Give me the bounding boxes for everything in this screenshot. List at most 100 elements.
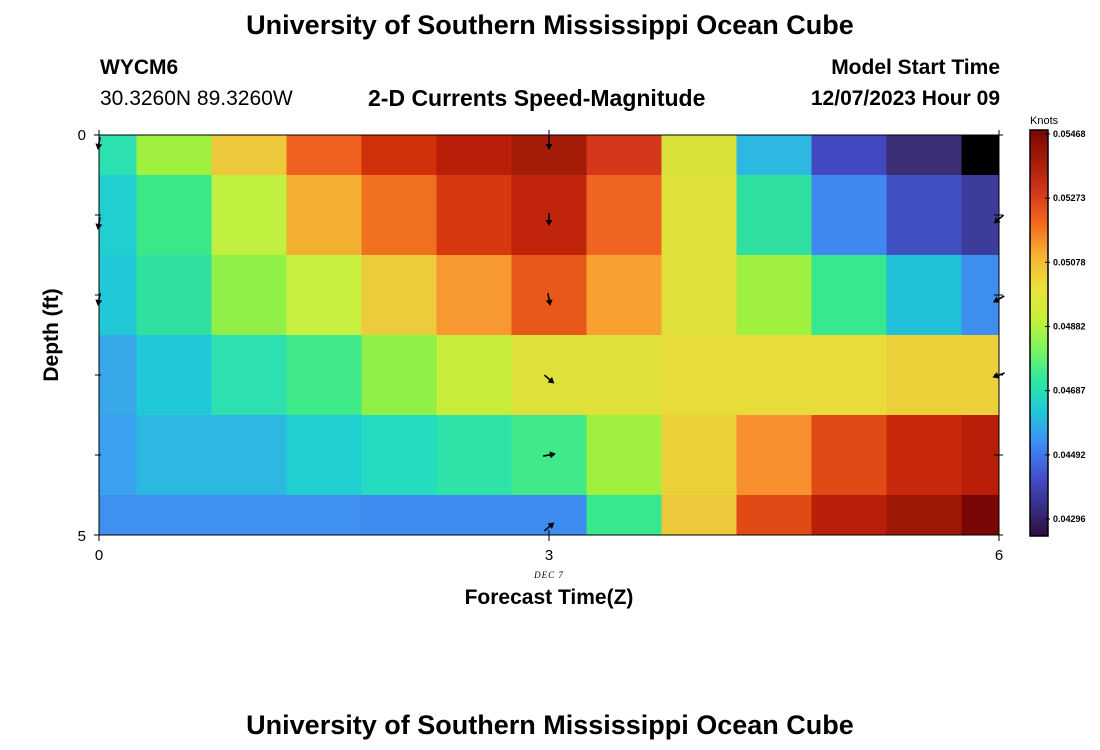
heatmap-cell <box>736 495 812 536</box>
heatmap-cell <box>99 135 137 176</box>
heatmap-cell <box>586 135 662 176</box>
heatmap-cell <box>961 255 1000 336</box>
current-vector <box>992 295 1005 303</box>
heatmap-cell <box>661 255 737 336</box>
heatmap-cell <box>811 335 887 416</box>
heatmap-cell <box>811 415 887 496</box>
colorbar-tick-label: 0.04492 <box>1053 450 1086 460</box>
y-axis-title: Depth (ft) <box>40 288 63 381</box>
heatmap-cell <box>286 415 362 496</box>
heatmap-cell <box>811 495 887 536</box>
heatmap-cell <box>811 255 887 336</box>
heatmap-cell <box>136 335 212 416</box>
heatmap-cell <box>436 135 512 176</box>
x-axis-title: Forecast Time(Z) <box>465 586 634 609</box>
heatmap-cell <box>436 415 512 496</box>
model-start-label: Model Start Time <box>831 56 1000 79</box>
chart-subtitle: 2-D Currents Speed-Magnitude <box>368 85 706 111</box>
heatmap-cell <box>811 175 887 256</box>
heatmap-cell <box>436 335 512 416</box>
x-tick-label: 0 <box>95 547 103 564</box>
current-vector <box>543 522 555 532</box>
heatmap-cell <box>511 495 587 536</box>
colorbar-tick-label: 0.04687 <box>1053 386 1086 396</box>
heatmap-cell <box>886 495 962 536</box>
heatmap-cell <box>136 495 212 536</box>
heatmap-cell <box>136 255 212 336</box>
heatmap-cell <box>436 495 512 536</box>
heatmap-cell <box>886 175 962 256</box>
colorbar-tick-label: 0.04296 <box>1053 514 1086 524</box>
heatmap-cell <box>211 135 287 176</box>
heatmap-cell <box>99 335 137 416</box>
heatmap-cell <box>99 415 137 496</box>
heatmap-cell <box>361 415 437 496</box>
x-tick-label: 6 <box>995 547 1003 564</box>
heatmap-cell <box>286 335 362 416</box>
heatmap-cell <box>661 415 737 496</box>
heatmap-cell <box>586 175 662 256</box>
heatmap-cell <box>99 255 137 336</box>
heatmap-cell <box>211 415 287 496</box>
heatmap-cell <box>961 135 1000 176</box>
heatmap-cell <box>361 175 437 256</box>
heatmap-cell <box>586 255 662 336</box>
footer-title: University of Southern Mississippi Ocean… <box>246 710 854 740</box>
page-title: University of Southern Mississippi Ocean… <box>246 10 854 40</box>
heatmap-cell <box>736 255 812 336</box>
heatmap-cell <box>886 335 962 416</box>
heatmap-cell <box>436 175 512 256</box>
x-tick-label: 3 <box>545 547 553 564</box>
heatmap-cell <box>961 175 1000 256</box>
colorbar-ticks: 0.05468 0.05273 0.05078 0.04882 0.04687 0.044… <box>1045 129 1086 524</box>
heatmap-cell <box>736 415 812 496</box>
colorbar-tick-label: 0.05078 <box>1053 257 1086 267</box>
current-vector <box>545 213 553 226</box>
heatmap-cell <box>736 175 812 256</box>
heatmap-cell <box>211 255 287 336</box>
heatmap-cell <box>436 255 512 336</box>
x-date-label: DEC 7 <box>533 570 564 580</box>
heatmap-cell <box>286 135 362 176</box>
model-start-value: 12/07/2023 Hour 09 <box>810 87 1000 110</box>
heatmap-cell <box>961 335 1000 416</box>
current-vector <box>545 292 553 306</box>
heatmap-cell <box>661 175 737 256</box>
heatmap-cell <box>211 495 287 536</box>
station-coords: 30.3260N 89.3260W <box>100 87 293 110</box>
colorbar <box>1029 129 1049 537</box>
heatmap-cell <box>511 255 587 336</box>
heatmap-cell <box>586 415 662 496</box>
heatmap-cell <box>211 175 287 256</box>
heatmap-cells <box>99 135 1000 536</box>
heatmap-cell <box>961 495 1000 536</box>
heatmap-cell <box>361 135 437 176</box>
heatmap-cell <box>99 495 137 536</box>
heatmap-cell <box>886 255 962 336</box>
current-vector <box>543 374 555 384</box>
heatmap-cell <box>361 335 437 416</box>
heatmap-cell <box>811 135 887 176</box>
station-id: WYCM6 <box>100 56 179 79</box>
heatmap-cell <box>136 135 212 176</box>
heatmap-cell <box>736 135 812 176</box>
heatmap-cell <box>211 335 287 416</box>
heatmap-cell <box>286 495 362 536</box>
colorbar-tick-label: 0.05273 <box>1053 193 1086 203</box>
heatmap-cell <box>661 495 737 536</box>
y-tick-label: 0 <box>78 127 86 144</box>
heatmap-cell <box>961 415 1000 496</box>
heatmap-cell <box>661 335 737 416</box>
heatmap-cell <box>586 335 662 416</box>
heatmap-cell <box>886 135 962 176</box>
heatmap-cell <box>136 175 212 256</box>
y-tick-label: 5 <box>78 528 86 545</box>
heatmap-cell <box>361 255 437 336</box>
heatmap-cell <box>99 175 137 256</box>
colorbar-tick-label: 0.04882 <box>1053 322 1086 332</box>
heatmap-cell <box>886 415 962 496</box>
heatmap-cell <box>286 175 362 256</box>
heatmap-cell <box>661 135 737 176</box>
heatmap-cell <box>586 495 662 536</box>
